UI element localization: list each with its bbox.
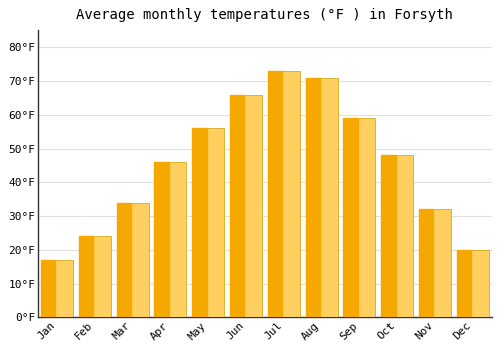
Bar bbox=[116, 203, 131, 317]
Bar bbox=[230, 94, 262, 317]
Bar bbox=[306, 78, 338, 317]
Bar bbox=[419, 209, 451, 317]
Title: Average monthly temperatures (°F ) in Forsyth: Average monthly temperatures (°F ) in Fo… bbox=[76, 8, 454, 22]
Bar bbox=[419, 209, 434, 317]
Bar bbox=[78, 237, 93, 317]
Bar bbox=[192, 128, 224, 317]
Bar bbox=[41, 260, 56, 317]
Bar bbox=[306, 78, 320, 317]
Bar bbox=[456, 250, 489, 317]
Bar bbox=[344, 118, 376, 317]
Bar bbox=[268, 71, 282, 317]
Bar bbox=[230, 94, 244, 317]
Bar bbox=[381, 155, 413, 317]
Bar bbox=[268, 71, 300, 317]
Bar bbox=[116, 203, 148, 317]
Bar bbox=[381, 155, 396, 317]
Bar bbox=[41, 260, 73, 317]
Bar bbox=[154, 162, 169, 317]
Bar bbox=[456, 250, 471, 317]
Bar bbox=[192, 128, 206, 317]
Bar bbox=[78, 237, 111, 317]
Bar bbox=[154, 162, 186, 317]
Bar bbox=[344, 118, 358, 317]
